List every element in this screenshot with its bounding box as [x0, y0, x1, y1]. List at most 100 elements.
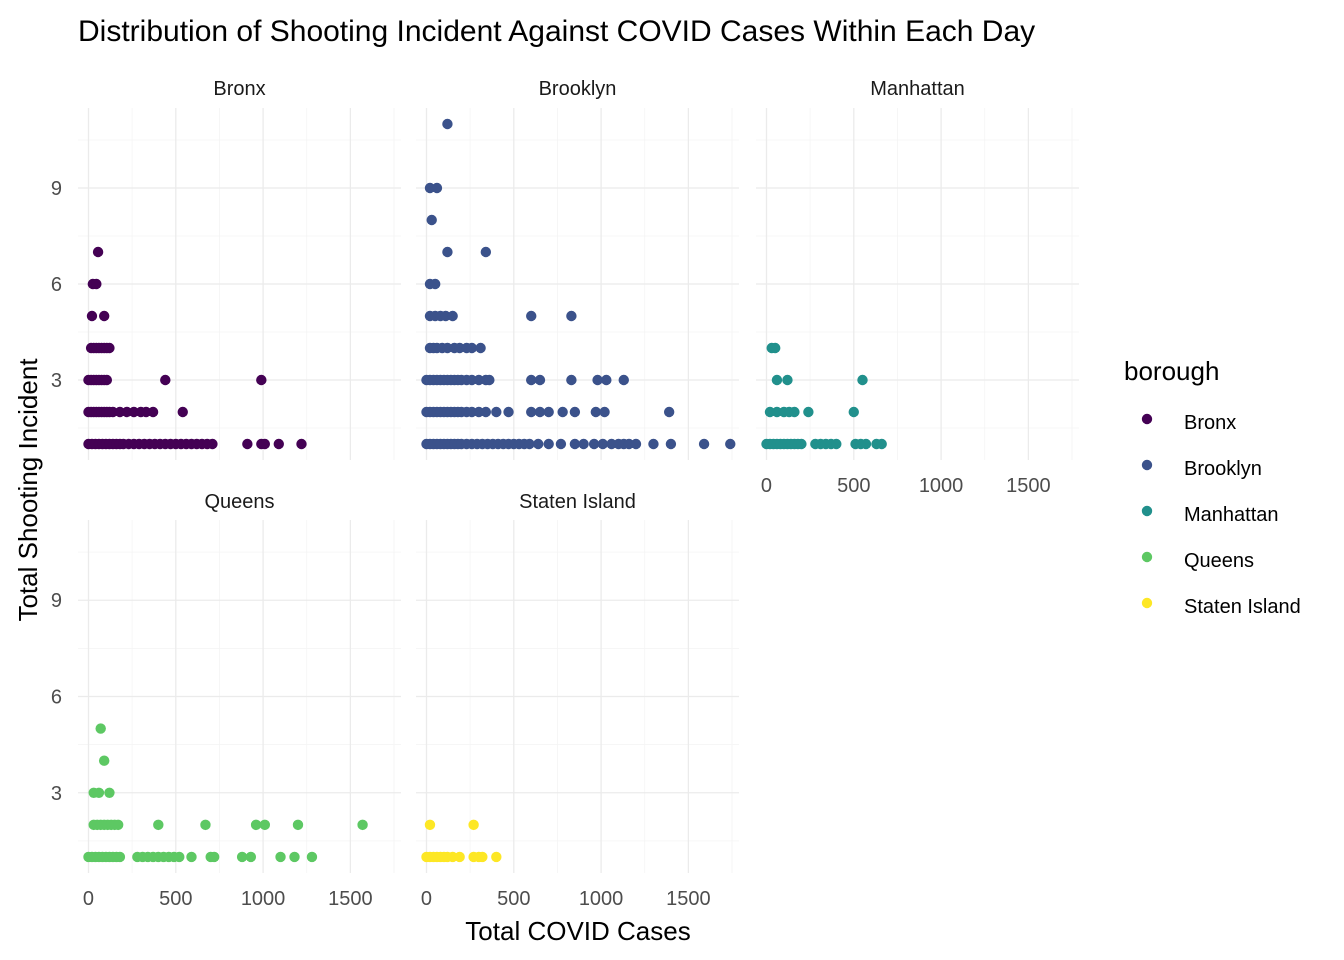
point-manhattan — [857, 374, 868, 386]
point-brooklyn — [447, 310, 458, 322]
point-manhattan — [789, 406, 800, 418]
point-bronx — [242, 438, 253, 450]
point-manhattan — [860, 438, 872, 450]
point-brooklyn — [592, 374, 603, 386]
point-queens — [112, 819, 124, 831]
legend-label-queens: Queens — [1184, 550, 1254, 572]
y-tick-label: 3 — [51, 783, 62, 805]
point-queens — [174, 851, 185, 863]
point-brooklyn — [648, 438, 659, 450]
strip-label-brooklyn: Brooklyn — [539, 78, 617, 100]
point-brooklyn — [663, 406, 675, 418]
point-bronx — [256, 374, 267, 386]
point-bronx — [177, 406, 188, 418]
y-axis-title: Total Shooting Incident — [13, 358, 43, 622]
point-brooklyn — [426, 214, 437, 226]
point-brooklyn — [566, 374, 577, 386]
y-tick-label: 6 — [51, 687, 62, 709]
legend-key-queens — [1141, 551, 1153, 563]
point-queens — [250, 819, 262, 831]
point-brooklyn — [475, 342, 486, 354]
point-queens — [306, 851, 318, 863]
x-tick-label: 1000 — [241, 888, 286, 910]
point-manhattan — [803, 406, 814, 418]
point-brooklyn — [442, 246, 453, 258]
strip-label-queens: Queens — [204, 491, 274, 513]
point-brooklyn — [569, 406, 581, 418]
point-queens — [245, 851, 257, 863]
panel-manhattan: Manhattan 0 500 1000 1500 — [756, 78, 1079, 497]
point-queens — [292, 819, 304, 831]
chart-title: Distribution of Shooting Incident Agains… — [78, 15, 1035, 48]
legend-key-brooklyn — [1141, 459, 1153, 471]
point-bronx — [101, 374, 113, 386]
x-axis-title: Total COVID Cases — [465, 916, 690, 946]
legend-key-manhattan — [1141, 505, 1153, 517]
x-tick-label: 1500 — [328, 888, 373, 910]
point-queens — [200, 819, 211, 831]
point-brooklyn — [725, 438, 736, 450]
point-queens — [357, 819, 368, 831]
point-manhattan — [848, 406, 859, 418]
point-brooklyn — [430, 278, 441, 290]
y-tick-label: 3 — [51, 370, 62, 392]
point-brooklyn — [533, 438, 544, 450]
point-brooklyn — [503, 406, 514, 418]
point-bronx — [296, 438, 307, 450]
point-queens — [186, 851, 197, 863]
point-brooklyn — [569, 438, 581, 450]
point-manhattan — [770, 342, 781, 354]
point-bronx — [91, 278, 102, 290]
point-bronx — [273, 438, 284, 450]
legend-label-manhattan: Manhattan — [1184, 504, 1279, 526]
point-brooklyn — [484, 374, 495, 386]
point-brooklyn — [534, 374, 546, 386]
point-manhattan — [831, 438, 842, 450]
point-brooklyn — [480, 246, 492, 258]
point-queens — [259, 819, 271, 831]
x-tick-label: 1000 — [919, 475, 964, 497]
panel-bronx: Bronx 3 6 9 — [51, 78, 401, 460]
point-staten-island — [424, 819, 436, 831]
y-tick-label: 9 — [51, 590, 62, 612]
point-queens — [275, 851, 286, 863]
point-manhattan — [876, 438, 887, 450]
point-manhattan — [782, 374, 793, 386]
point-brooklyn — [491, 406, 502, 418]
point-queens — [95, 723, 106, 734]
legend-label-staten-island: Staten Island — [1184, 596, 1301, 618]
x-tick-label: 1000 — [579, 888, 624, 910]
x-tick-label: 500 — [837, 475, 870, 497]
strip-label-manhattan: Manhattan — [870, 78, 965, 100]
point-queens — [236, 851, 248, 863]
point-brooklyn — [480, 406, 492, 418]
point-brooklyn — [543, 438, 554, 450]
point-brooklyn — [698, 438, 710, 450]
point-brooklyn — [526, 310, 537, 322]
point-manhattan — [771, 374, 783, 386]
point-brooklyn — [578, 438, 589, 450]
x-tick-label: 0 — [83, 888, 94, 910]
strip-label-staten-island: Staten Island — [519, 491, 636, 513]
x-tick-label: 500 — [159, 888, 192, 910]
panel-queens: Queens 3 6 9 0 500 1000 1500 — [51, 491, 401, 910]
point-staten-island — [468, 819, 479, 831]
y-tick-label: 6 — [51, 274, 62, 296]
point-brooklyn — [566, 310, 577, 322]
point-queens — [93, 787, 105, 798]
point-queens — [289, 851, 300, 863]
x-tick-label: 500 — [497, 888, 530, 910]
panel-brooklyn: Brooklyn — [416, 78, 739, 460]
point-brooklyn — [431, 182, 443, 194]
point-brooklyn — [524, 438, 535, 450]
y-tick-label: 9 — [51, 178, 62, 200]
point-bronx — [98, 310, 110, 322]
legend-label-bronx: Bronx — [1184, 412, 1236, 434]
panel-staten-island: Staten Island 0 500 1000 1500 — [416, 491, 739, 910]
point-brooklyn — [557, 406, 568, 418]
point-brooklyn — [588, 438, 600, 450]
point-brooklyn — [590, 406, 602, 418]
point-bronx — [147, 406, 159, 418]
